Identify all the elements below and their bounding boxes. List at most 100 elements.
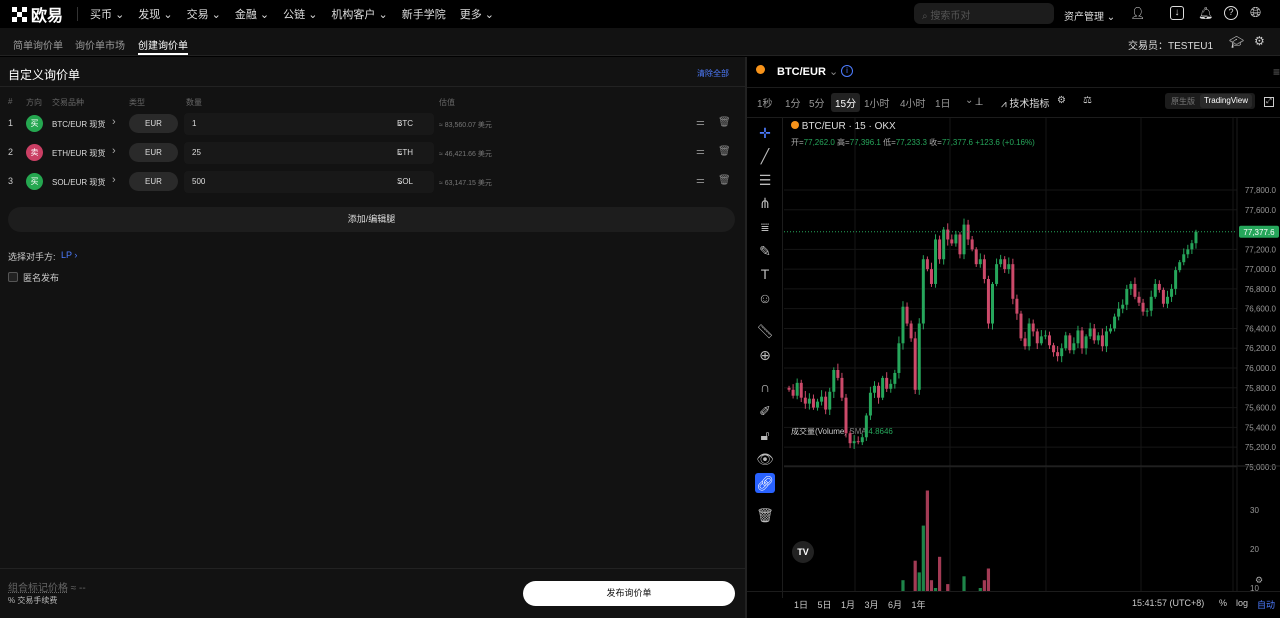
pitchfork-icon[interactable]: ⋔ (759, 195, 771, 211)
magnet-icon[interactable]: ∩ (759, 379, 771, 395)
adjust-icon[interactable]: ⚌ (696, 146, 705, 157)
bell-icon[interactable]: 🔔︎ (1198, 6, 1214, 20)
help-icon[interactable]: ? (1224, 6, 1238, 20)
lock-drawing-icon[interactable]: ✐ (759, 403, 771, 419)
instrument-selector[interactable]: BTC/EUR 现货 (52, 120, 106, 129)
unit-selector[interactable]: ETH ⌄ (397, 148, 413, 157)
auto-scale-toggle[interactable]: 自动 (1257, 600, 1276, 610)
symbol-selector[interactable]: BTC/EUR ⌄ (777, 66, 839, 78)
add-edit-legs-button[interactable]: 添加/编辑腿 (8, 207, 735, 232)
link-icon[interactable]: 🔗︎ (755, 473, 775, 493)
quantity-input[interactable] (184, 142, 434, 164)
ruler-icon[interactable]: 📏︎ (756, 323, 774, 339)
currency-type-button[interactable]: EUR (129, 172, 178, 191)
anonymous-checkbox[interactable] (8, 272, 18, 282)
interval-4[interactable]: 1小时 (864, 99, 890, 110)
nav-buy[interactable]: 买币 ⌄ (90, 9, 125, 21)
compare-icon[interactable]: ⚖ (1083, 95, 1092, 106)
unit-selector[interactable]: BTC ⌄ (397, 119, 413, 128)
quantity-value[interactable]: 25 (192, 148, 201, 157)
native-view-tab[interactable]: 原生版 (1171, 97, 1195, 106)
nav-discover[interactable]: 发现 ⌄ (138, 9, 173, 21)
asset-management-menu[interactable]: 资产管理 ⌄ (1064, 12, 1116, 23)
interval-2[interactable]: 5分 (809, 99, 825, 110)
unit-selector[interactable]: SOL ⌄ (397, 177, 414, 186)
quantity-input[interactable] (184, 171, 434, 193)
nav-trade[interactable]: 交易 ⌄ (186, 9, 221, 21)
globe-icon[interactable]: 🌐︎ (1250, 4, 1262, 20)
clear-all-link[interactable]: 清除全部 (697, 69, 729, 78)
nav-institutional[interactable]: 机构客户 ⌄ (331, 9, 388, 21)
range-5[interactable]: 1年 (911, 600, 926, 610)
nav-more[interactable]: 更多 ⌄ (459, 9, 494, 21)
settings-icon[interactable]: ⚙ (1254, 34, 1265, 48)
adjust-icon[interactable]: ⚌ (696, 117, 705, 128)
interval-1[interactable]: 1分 (785, 99, 801, 110)
brush-icon[interactable]: ✎ (759, 243, 771, 259)
side-badge[interactable]: 卖 (26, 144, 43, 161)
quantity-value[interactable]: 1 (192, 119, 197, 128)
currency-type-button[interactable]: EUR (129, 143, 178, 162)
lock-icon[interactable]: 🔓︎ (760, 427, 770, 443)
instrument-selector[interactable]: ETH/EUR 现货 (52, 149, 106, 158)
crosshair-icon[interactable]: ✛ (759, 125, 771, 141)
info-icon[interactable]: i (841, 65, 853, 77)
zoom-in-icon[interactable]: ⊕ (759, 347, 771, 363)
clock[interactable]: 15:41:57 (UTC+8) (1132, 598, 1205, 608)
delete-icon[interactable]: 🗑︎ (718, 146, 731, 157)
interval-6[interactable]: 1日 (935, 99, 951, 110)
quantity-value[interactable]: 500 (192, 177, 206, 186)
tab-rfq-market[interactable]: 询价单市场 (75, 41, 125, 52)
menu-icon[interactable]: ≡ (1273, 65, 1280, 79)
axis-settings-icon[interactable]: ⚙ (1255, 575, 1264, 585)
fib-icon[interactable]: ⩸ (760, 219, 770, 235)
nav-finance[interactable]: 金融 ⌄ (234, 9, 270, 21)
trend-line-icon[interactable]: ╱ (760, 148, 770, 164)
instrument-selector[interactable]: SOL/EUR 现货 (52, 178, 106, 187)
fullscreen-icon[interactable]: ⤢ (1264, 97, 1274, 107)
download-icon[interactable]: ↓ (1170, 6, 1184, 20)
emoji-icon[interactable]: ☺ (757, 290, 773, 306)
side-badge[interactable]: 买 (26, 115, 43, 132)
currency-type-button[interactable]: EUR (129, 114, 178, 133)
chevron-right-icon[interactable]: › (112, 145, 116, 157)
brand-logo[interactable]: 欧易 (12, 2, 63, 26)
chart-settings-icon[interactable]: ⚙ (1057, 95, 1066, 106)
candle-type-icon[interactable]: 𝍥 (975, 97, 984, 108)
side-badge[interactable]: 买 (26, 173, 43, 190)
range-3[interactable]: 3月 (864, 600, 879, 610)
log-toggle[interactable]: log (1236, 598, 1249, 608)
range-4[interactable]: 6月 (888, 600, 903, 610)
range-2[interactable]: 1月 (841, 600, 856, 610)
percent-toggle[interactable]: % (1219, 598, 1228, 608)
tab-create-rfq[interactable]: 创建询价单 (138, 37, 188, 55)
panel-divider[interactable] (745, 57, 747, 618)
parallel-lines-icon[interactable]: ☰ (758, 172, 772, 188)
chevron-right-icon[interactable]: › (112, 174, 116, 186)
interval-dropdown[interactable]: ⌄ (965, 95, 974, 106)
nav-academy[interactable]: 新手学院 (401, 9, 446, 21)
delete-icon[interactable]: 🗑︎ (718, 117, 731, 128)
adjust-icon[interactable]: ⚌ (696, 175, 705, 186)
interval-5[interactable]: 4小时 (900, 99, 926, 110)
fee-link[interactable]: % 交易手续费 (8, 596, 58, 605)
range-0[interactable]: 1日 (794, 600, 809, 610)
chevron-right-icon[interactable]: › (112, 116, 116, 128)
trash-icon[interactable]: 🗑︎ (756, 507, 774, 523)
range-1[interactable]: 5日 (817, 600, 832, 610)
candlestick-chart[interactable]: 77,800.0 77,600.0 77,200.0 77,000.0 76,800.0… (784, 118, 1280, 591)
nav-chain[interactable]: 公链 ⌄ (283, 9, 318, 21)
quantity-input[interactable] (184, 113, 434, 135)
search-input[interactable]: ⌕ 搜索币对 (914, 3, 1054, 24)
text-icon[interactable]: T (760, 266, 770, 282)
publish-rfq-button[interactable]: 发布询价单 (523, 581, 735, 606)
tab-simple-rfq[interactable]: 简单询价单 (13, 41, 63, 52)
eye-icon[interactable]: 👁︎ (756, 451, 774, 467)
delete-icon[interactable]: 🗑︎ (718, 175, 731, 186)
graduation-cap-icon[interactable]: 🎓︎ (1229, 35, 1245, 49)
indicators-button[interactable]: ⩘ 技术指标 (1001, 99, 1050, 110)
user-icon[interactable]: 👤︎ (1130, 6, 1146, 20)
interval-3[interactable]: 15分 (831, 93, 861, 112)
interval-0[interactable]: 1秒 (757, 99, 773, 110)
counterparty-selector[interactable]: LP › (61, 250, 78, 260)
